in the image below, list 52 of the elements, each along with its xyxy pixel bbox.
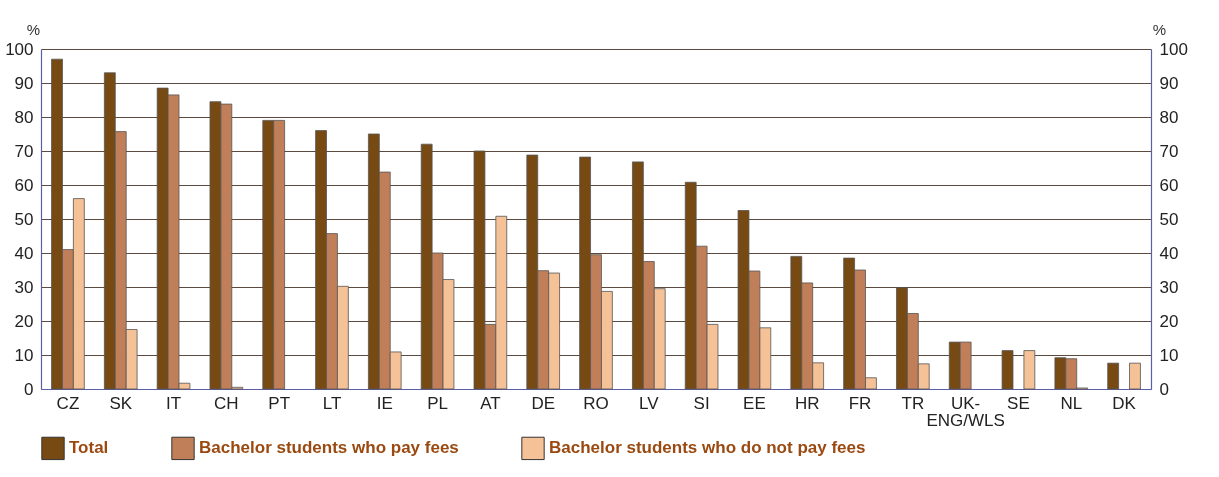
x-tick-label: SE (1007, 393, 1030, 413)
y2-tick-label: 20 (1159, 311, 1179, 331)
y-tick-label: 50 (14, 209, 34, 229)
y-tick-label: 60 (14, 175, 34, 195)
legend-label: Bachelor students who do not pay fees (549, 438, 866, 458)
y-tick-label: 100 (5, 39, 34, 59)
x-tick-label: PL (427, 393, 448, 413)
y2-tick-label: 60 (1159, 175, 1179, 195)
legend-label: Total (69, 438, 109, 458)
y2-tick-label: 40 (1159, 243, 1179, 263)
y2-axis-title: % (1152, 20, 1167, 38)
x-tick-label: IE (376, 393, 393, 413)
y-tick-label: 20 (14, 311, 34, 331)
y-tick-label: 80 (14, 107, 34, 127)
y2-tick-label: 90 (1159, 73, 1179, 93)
x-tick-label: CH (214, 393, 239, 413)
y-tick-label: 10 (14, 345, 34, 365)
bar (1023, 350, 1036, 390)
y2-tick-label: 80 (1159, 107, 1179, 127)
y-tick-label: 90 (14, 73, 34, 93)
bar (1001, 350, 1014, 390)
x-tick-label: IT (165, 393, 182, 413)
y-tick-label: 70 (14, 141, 34, 161)
x-tick-label: LT (322, 393, 342, 413)
x-tick-label: PT (268, 393, 291, 413)
x-tick-label: LV (639, 393, 660, 413)
bar (1107, 362, 1120, 390)
bar (1129, 362, 1141, 390)
x-tick-label: UK- ENG/WLS (926, 393, 1005, 430)
x-tick-label: SI (693, 393, 710, 413)
y2-tick-label: 100 (1159, 39, 1188, 59)
y-axis-title: % (26, 20, 41, 38)
x-tick-label: DK (1112, 393, 1137, 413)
x-tick-label: RO (583, 393, 609, 413)
y-tick-label: 40 (14, 243, 34, 263)
x-tick-label: SK (109, 393, 133, 413)
x-tick-label: AT (480, 393, 501, 413)
y-tick-label: 30 (14, 277, 34, 297)
x-tick-label: HR (794, 393, 820, 413)
y2-tick-label: 50 (1159, 209, 1179, 229)
x-tick-label: FR (848, 393, 872, 413)
x-tick-label: NL (1060, 393, 1083, 413)
x-tick-label: TR (901, 393, 925, 413)
y2-tick-label: 10 (1159, 345, 1179, 365)
x-tick-label: CZ (56, 393, 80, 413)
y-tick-label: 0 (24, 379, 34, 399)
y2-tick-label: 70 (1159, 141, 1179, 161)
x-tick-label: EE (743, 393, 766, 413)
x-tick-label: DE (531, 393, 556, 413)
y2-tick-label: 30 (1159, 277, 1179, 297)
legend-label: Bachelor students who pay fees (199, 438, 459, 458)
y2-tick-label: 0 (1159, 379, 1169, 399)
